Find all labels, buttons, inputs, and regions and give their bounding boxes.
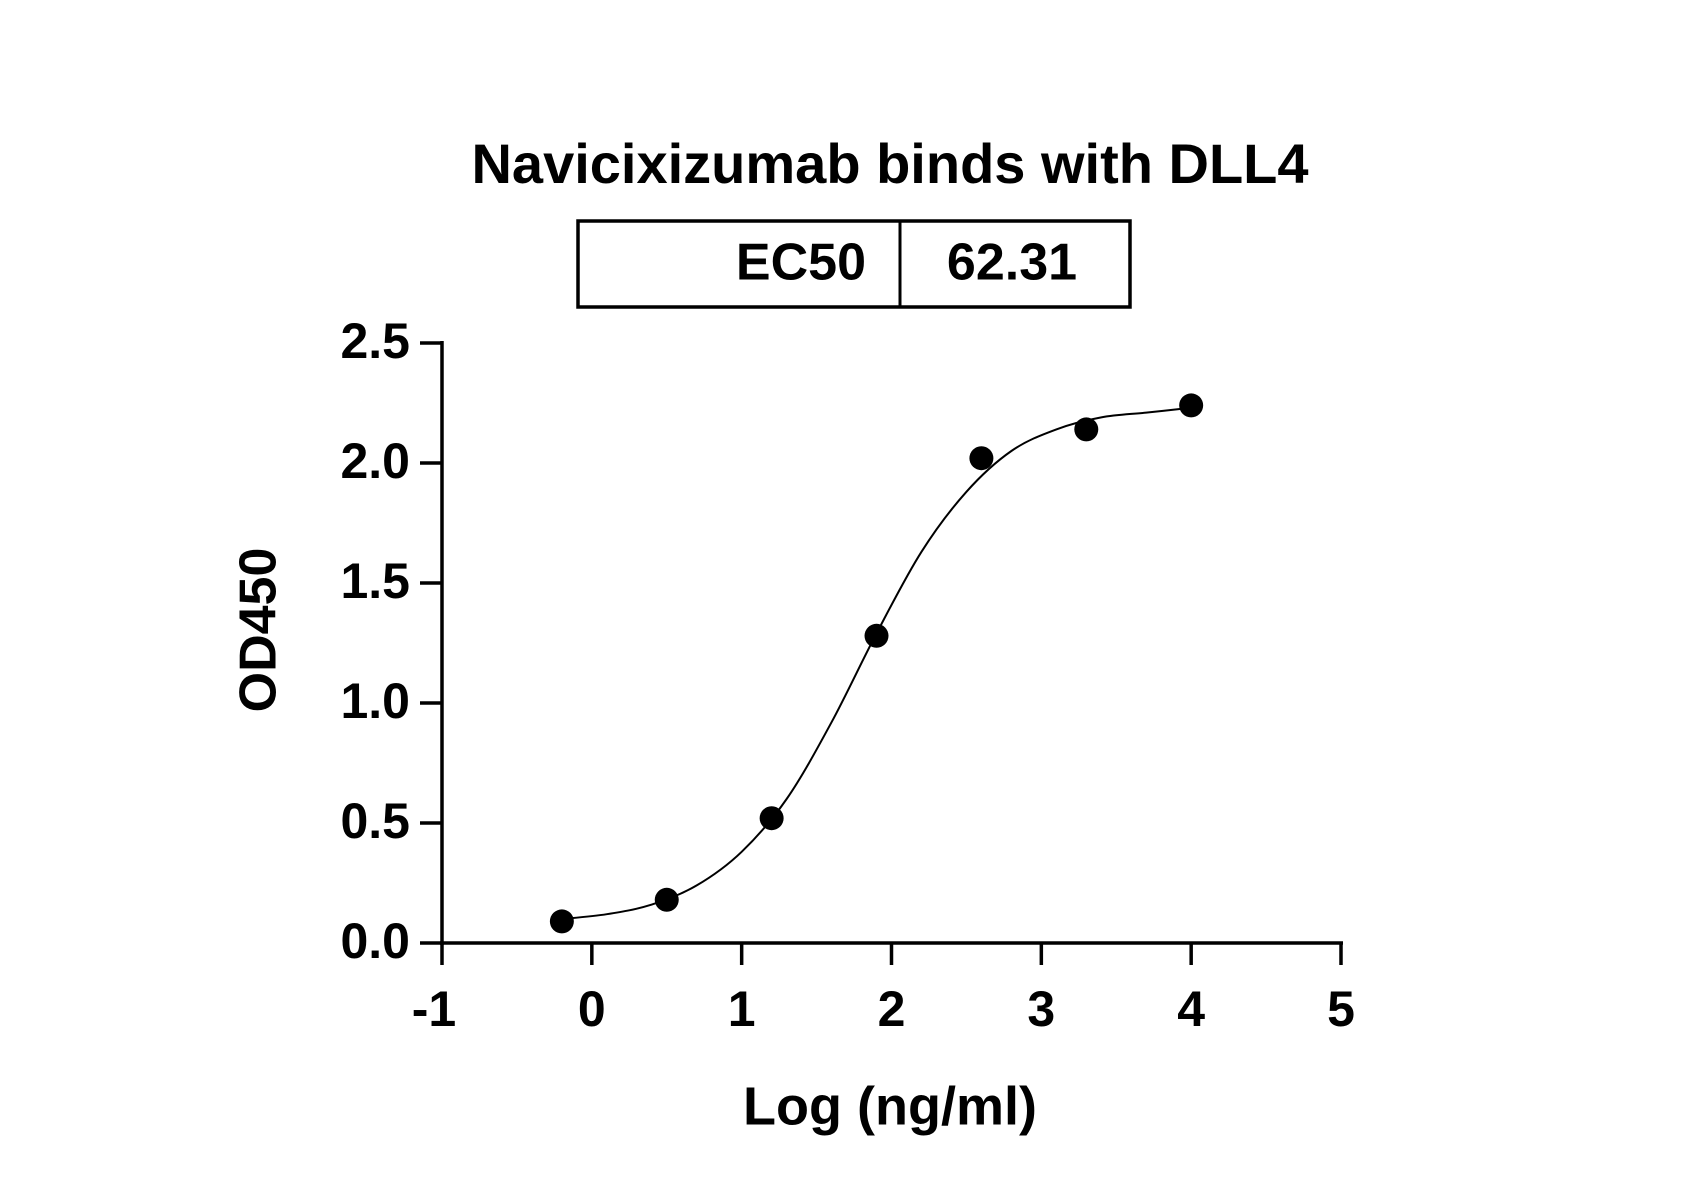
fit-curve: [561, 406, 1192, 920]
x-axis-title: Log (ng/ml): [743, 1076, 1037, 1136]
y-tick-label: 1.0: [340, 673, 410, 729]
data-point: [759, 806, 784, 831]
x-tick-label: -1: [412, 981, 456, 1037]
x-tick-label: 1: [728, 981, 756, 1037]
x-tick-label: 3: [1027, 981, 1055, 1037]
ec50-value: 62.31: [947, 234, 1077, 292]
y-tick-label: 0.5: [340, 793, 410, 849]
ec50-box: [576, 219, 1132, 309]
data-point: [549, 909, 574, 934]
data-point: [969, 446, 994, 471]
y-tick-label: 0.0: [340, 913, 410, 969]
y-tick-label: 2.5: [340, 313, 410, 369]
data-point: [654, 887, 679, 912]
data-point: [1179, 393, 1204, 418]
chart-title: Navicixizumab binds with DLL4: [471, 132, 1308, 195]
x-tick-label: 5: [1327, 981, 1355, 1037]
data-point: [1074, 417, 1099, 442]
y-tick-label: 2.0: [340, 433, 410, 489]
data-point: [864, 623, 889, 648]
x-tick-label: 0: [578, 981, 606, 1037]
x-tick-label: 4: [1177, 981, 1205, 1037]
ec50-label: EC50: [736, 234, 866, 292]
x-tick-label: 2: [878, 981, 906, 1037]
y-axis-title: OD450: [230, 548, 288, 713]
y-tick-label: 1.5: [340, 553, 410, 609]
